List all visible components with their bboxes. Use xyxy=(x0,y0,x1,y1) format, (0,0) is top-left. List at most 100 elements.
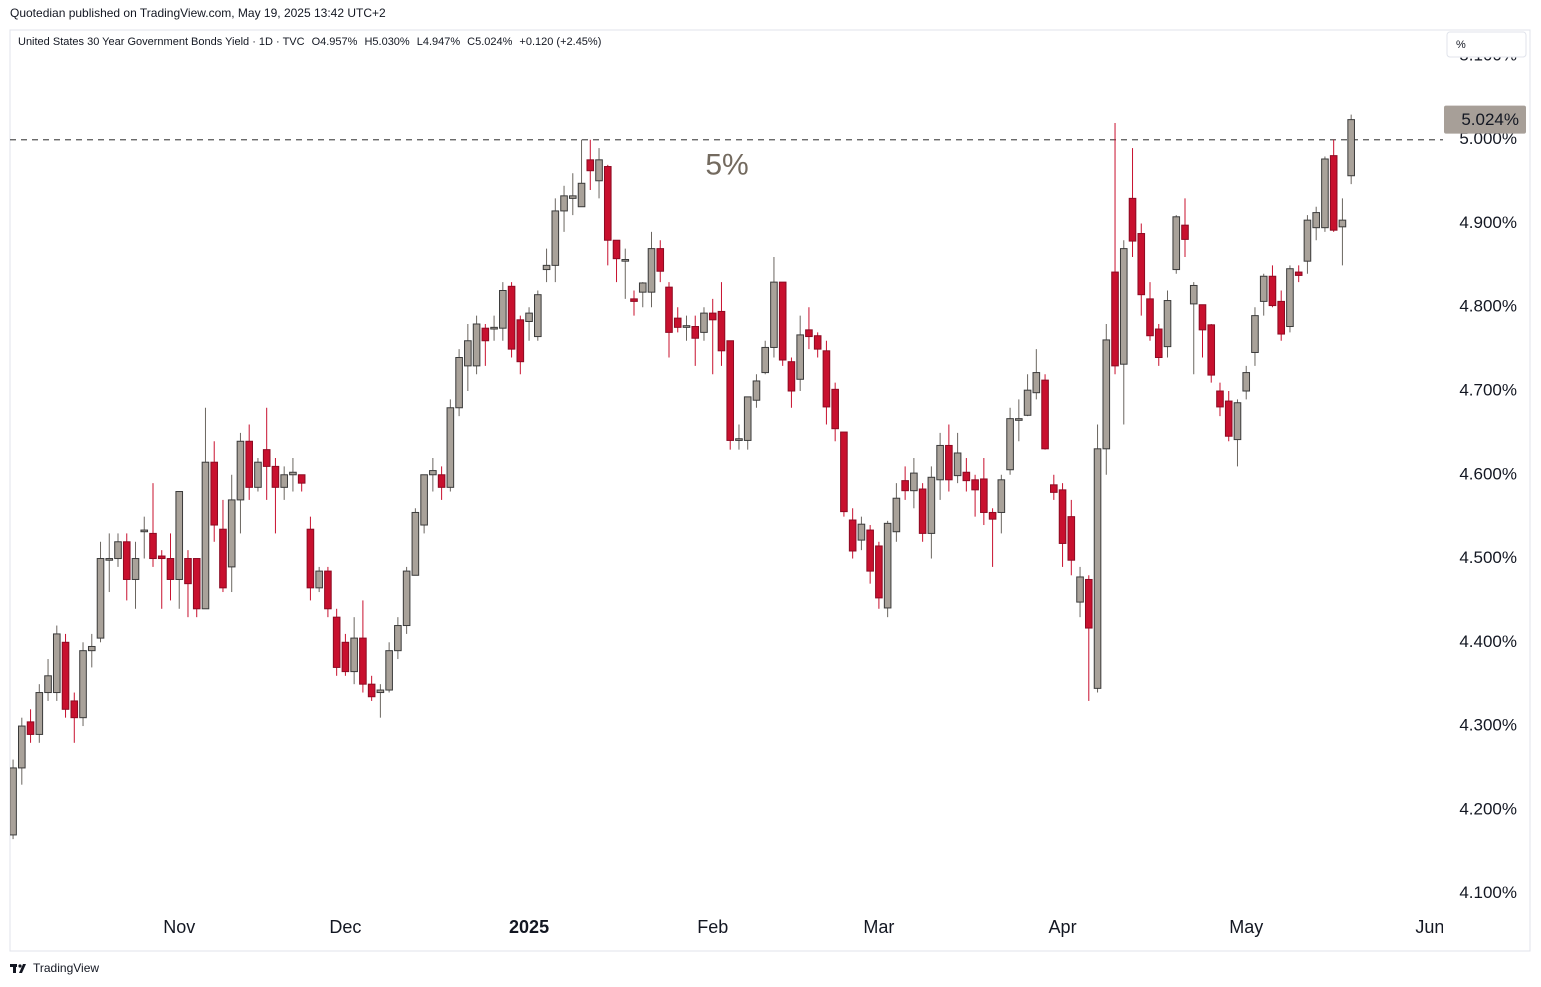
candle-body xyxy=(1084,578,1093,629)
candle-body xyxy=(603,166,612,241)
candle-body xyxy=(1181,224,1189,240)
candle-body xyxy=(166,558,175,580)
candle-body xyxy=(367,683,376,698)
candle-body xyxy=(455,357,463,409)
candle-body xyxy=(1321,158,1329,229)
candle-body xyxy=(857,523,866,541)
candle-body xyxy=(1006,418,1014,471)
candle-body xyxy=(114,541,122,560)
candle-body xyxy=(1154,328,1163,359)
candle-body xyxy=(700,312,708,333)
candle-body xyxy=(44,675,52,694)
candle-body xyxy=(297,474,306,484)
candle-body xyxy=(1172,216,1181,271)
candle-body xyxy=(245,440,253,488)
candle-body xyxy=(1093,448,1102,689)
candle-body xyxy=(1216,390,1224,408)
candle-body xyxy=(866,529,874,572)
candle-body xyxy=(770,281,778,348)
candle-body xyxy=(87,645,96,652)
candle-body xyxy=(157,555,166,560)
candle-body xyxy=(805,329,813,338)
candle-body xyxy=(429,470,437,476)
y-tick-label: 5.000% xyxy=(1459,129,1517,148)
candle-body xyxy=(1286,268,1294,328)
unit-button[interactable] xyxy=(1446,31,1527,58)
candle-body xyxy=(411,511,420,576)
y-tick-label: 4.500% xyxy=(1459,548,1517,567)
legend-value: C5.024% xyxy=(467,36,512,48)
x-tick-label: May xyxy=(1229,917,1263,937)
candle-body xyxy=(385,650,393,691)
candle-body xyxy=(61,641,70,710)
candle-body xyxy=(280,474,288,488)
candle-body xyxy=(350,637,358,673)
time-axis: Nov Dec 2025 Feb Mar Apr May Jun xyxy=(163,917,1443,937)
candle-body xyxy=(1207,324,1216,376)
x-tick-label: Apr xyxy=(1049,917,1077,937)
candle-body xyxy=(472,323,481,367)
candle-body xyxy=(236,440,245,501)
candle-body xyxy=(1329,155,1338,231)
candle-body xyxy=(10,767,17,836)
candle-body xyxy=(227,499,236,568)
candle-body xyxy=(612,239,621,260)
candle-body xyxy=(910,472,918,492)
candle-body xyxy=(918,488,927,534)
candle-body xyxy=(927,476,936,534)
x-tick-label: 2025 xyxy=(509,917,549,937)
last-price-label: 5.024% xyxy=(1461,110,1519,129)
candle-body xyxy=(971,479,979,491)
candle-body xyxy=(1137,233,1146,296)
legend-value: +0.120 (+2.45%) xyxy=(519,36,601,48)
candle-body xyxy=(341,641,350,673)
legend-value: H5.030% xyxy=(364,36,409,48)
candle-body xyxy=(1015,418,1023,421)
candle-body xyxy=(1294,271,1303,276)
candle-body xyxy=(1058,489,1067,544)
last-price-box xyxy=(1444,105,1526,134)
candle-body xyxy=(796,334,804,380)
candle-body xyxy=(289,471,297,476)
candle-body xyxy=(1146,298,1154,337)
candle-body xyxy=(52,633,61,694)
candle-body xyxy=(525,312,533,322)
legend-value: O4.957% xyxy=(312,36,358,48)
candle-body xyxy=(376,689,385,694)
candle-body xyxy=(1312,212,1320,229)
candle-body xyxy=(997,479,1006,513)
candle-body xyxy=(210,461,219,526)
candle-body xyxy=(1224,400,1233,437)
candle-body xyxy=(70,700,79,719)
candle-body xyxy=(262,449,271,467)
candle-body xyxy=(1023,389,1032,416)
candle-body xyxy=(1347,119,1355,177)
footer-logo xyxy=(10,964,26,973)
candle-body xyxy=(499,289,507,329)
candle-body xyxy=(673,317,682,328)
chart-frame xyxy=(9,29,1531,952)
candle-body xyxy=(105,558,114,561)
candle-body xyxy=(813,335,822,350)
y-tick-label: 4.200% xyxy=(1459,799,1517,818)
candle-body xyxy=(568,195,577,199)
legend: United States 30 Year Government Bonds Y… xyxy=(18,36,601,48)
candle-body xyxy=(1102,339,1111,450)
candle-body xyxy=(1076,576,1084,603)
candle-body xyxy=(1251,315,1259,353)
candle-body xyxy=(507,285,516,350)
candle-body xyxy=(1242,372,1251,392)
candle-body xyxy=(848,519,857,552)
candle-body xyxy=(691,326,700,339)
candle-body xyxy=(534,294,542,338)
candle-body xyxy=(122,541,131,580)
candle-body xyxy=(752,380,761,401)
candle-body xyxy=(437,474,446,488)
candle-body xyxy=(988,511,997,520)
candle-body xyxy=(79,650,87,719)
unit-label: % xyxy=(1456,39,1466,51)
candle-body xyxy=(682,325,691,328)
candle-body xyxy=(638,282,647,293)
candle-body xyxy=(1067,516,1076,561)
